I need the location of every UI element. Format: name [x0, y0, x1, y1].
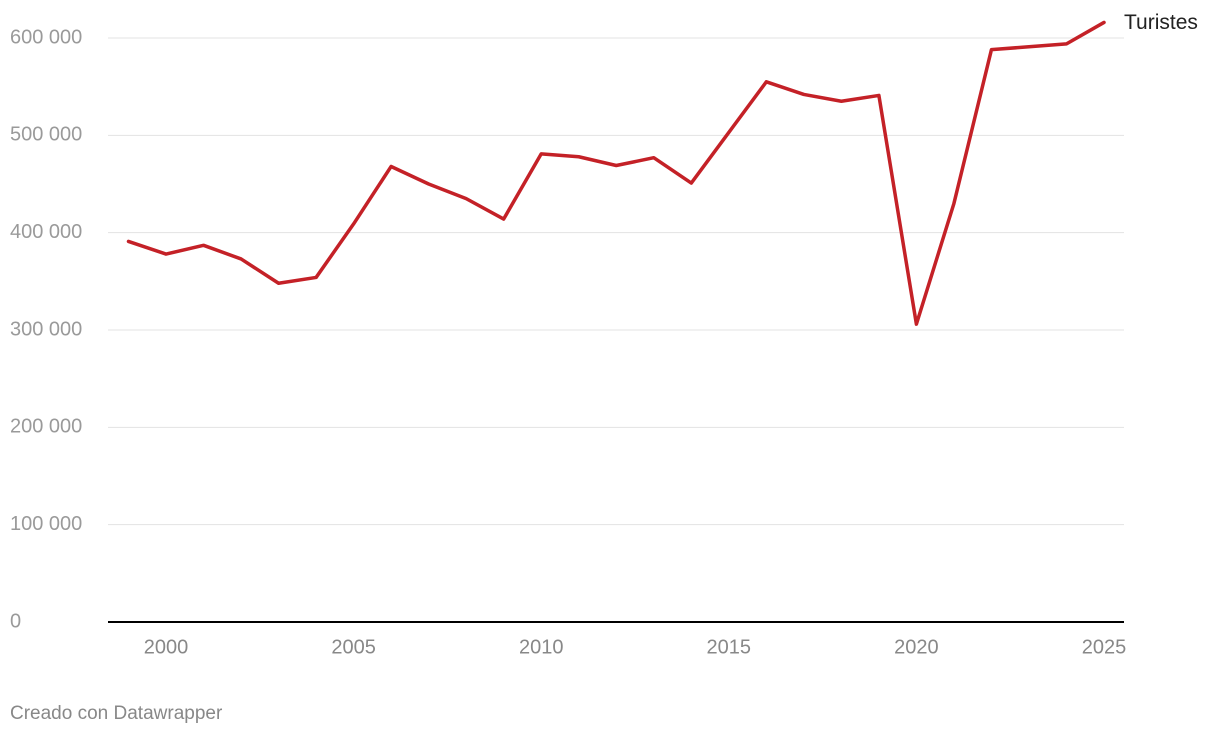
x-tick-label: 2010 — [519, 636, 564, 658]
series-label: Turistes — [1124, 11, 1198, 34]
x-tick-label: 2005 — [331, 636, 376, 658]
y-tick-label: 400 000 — [10, 221, 82, 243]
x-tick-label: 2025 — [1082, 636, 1127, 658]
line — [126, 20, 1106, 326]
x-tick-label: 2020 — [894, 636, 939, 658]
y-tick-label: 500 000 — [10, 124, 82, 146]
y-tick-label: 200 000 — [10, 416, 82, 438]
x-tick-label: 2015 — [707, 636, 752, 658]
y-tick-label: 0 — [10, 610, 21, 632]
y-tick-label: 300 000 — [10, 318, 82, 340]
y-tick-label: 100 000 — [10, 513, 82, 535]
footer: Creado con Datawrapper — [10, 703, 223, 724]
y-tick-label: 600 000 — [10, 26, 82, 48]
x-tick-label: 2000 — [144, 636, 189, 658]
